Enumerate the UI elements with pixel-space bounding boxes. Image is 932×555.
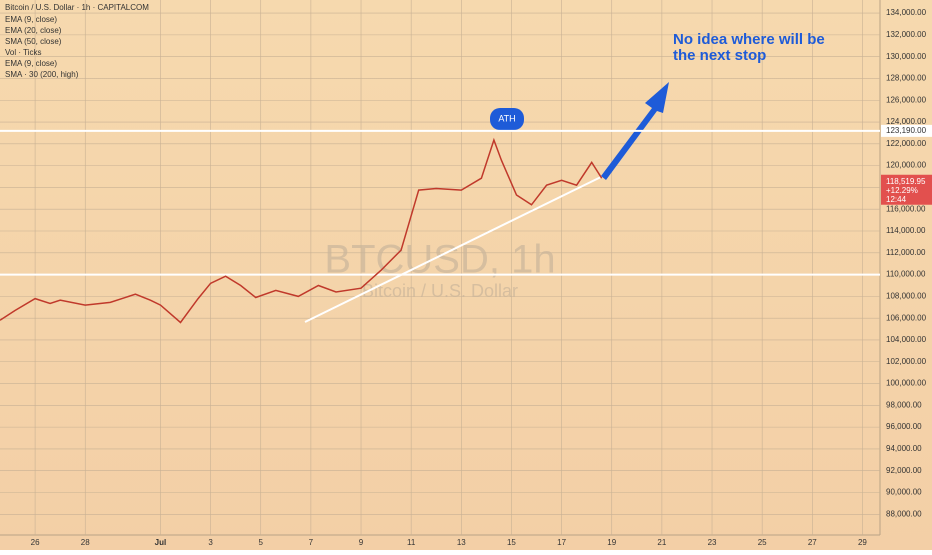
x-tick-label: 9 (359, 538, 364, 547)
last-price-box (881, 174, 932, 205)
x-tick-label: 19 (607, 538, 616, 547)
annotation: No idea where will be (673, 31, 825, 48)
y-tick-label: 106,000.00 (886, 313, 927, 322)
x-tick-label: 27 (808, 538, 817, 547)
x-tick-label: 21 (657, 538, 666, 547)
y-tick-label: 104,000.00 (886, 335, 927, 344)
y-tick-label: 128,000.00 (886, 74, 927, 83)
y-tick-label: 108,000.00 (886, 291, 927, 300)
y-tick-label: 124,000.00 (886, 117, 927, 126)
y-tick-label: 96,000.00 (886, 422, 922, 431)
trend-line (304, 174, 606, 323)
indicator-label: EMA (20, close) (5, 26, 62, 35)
level-label-box (881, 124, 932, 137)
indicator-label: SMA · 30 (200, high) (5, 70, 79, 79)
y-tick-label: 126,000.00 (886, 95, 927, 104)
y-tick-label: 132,000.00 (886, 30, 927, 39)
y-tick-label: 114,000.00 (886, 226, 926, 235)
y-tick-label: 120,000.00 (886, 161, 927, 170)
y-tick-label: 112,000.00 (886, 248, 926, 257)
y-tick-label: 102,000.00 (886, 357, 927, 366)
y-tick-label: 110,000.00 (886, 270, 926, 279)
annotation: the next stop (673, 47, 766, 64)
y-tick-label: 88,000.00 (886, 509, 922, 518)
x-tick-label: 28 (81, 538, 90, 547)
y-tick-label: 122,000.00 (886, 139, 927, 148)
y-tick-label: 116,000.00 (886, 204, 926, 213)
indicator-label: EMA (9, close) (5, 15, 57, 24)
y-tick-label: 90,000.00 (886, 488, 922, 497)
y-tick-label: 134,000.00 (886, 8, 927, 17)
y-tick-label: 100,000.00 (886, 379, 927, 388)
level-label: 123,190.00 (886, 126, 927, 135)
indicator-label: Vol · Ticks (5, 48, 41, 57)
y-tick-label: 130,000.00 (886, 52, 927, 61)
watermark-subtitle: Bitcoin / U.S. Dollar (362, 281, 518, 301)
x-tick-label: 11 (407, 538, 416, 547)
y-tick-label: 98,000.00 (886, 400, 922, 409)
x-tick-label: 15 (507, 538, 516, 547)
ath-bubble (490, 108, 524, 130)
x-tick-label: Jul (155, 538, 167, 547)
indicator-label: SMA (50, close) (5, 37, 62, 46)
price-line (0, 137, 603, 324)
x-tick-label: 13 (457, 538, 466, 547)
y-tick-label: 94,000.00 (886, 444, 922, 453)
x-tick-label: 3 (208, 538, 213, 547)
x-tick-label: 7 (309, 538, 314, 547)
x-tick-label: 25 (758, 538, 767, 547)
x-tick-label: 17 (557, 538, 566, 547)
y-tick-label: 92,000.00 (886, 466, 922, 475)
last-price-label: 118,519.95 (886, 177, 926, 186)
x-tick-label: 29 (858, 538, 867, 547)
indicator-label: EMA (9, close) (5, 59, 57, 68)
last-price-time: 12:44 (886, 195, 907, 204)
last-price-change: +12.29% (886, 186, 918, 195)
x-tick-label: 5 (259, 538, 264, 547)
chart-title: Bitcoin / U.S. Dollar · 1h · CAPITALCOM (5, 3, 149, 12)
x-tick-label: 23 (708, 538, 717, 547)
ath-label: ATH (498, 113, 515, 123)
x-tick-label: 26 (31, 538, 40, 547)
